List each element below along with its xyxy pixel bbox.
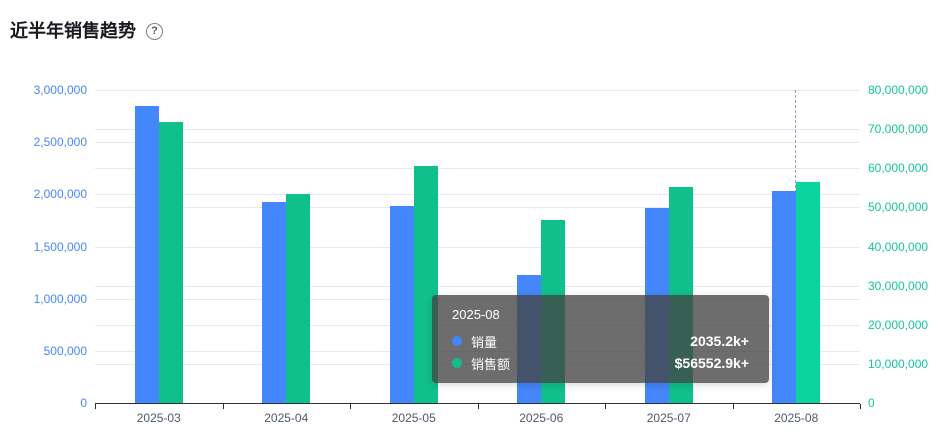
y-axis-label-right: 80,000,000: [868, 83, 929, 97]
x-axis-tick: [605, 404, 606, 409]
x-axis-label-2025-03: 2025-03: [136, 411, 181, 425]
x-axis-tick: [477, 404, 479, 409]
gridline-right: [95, 246, 860, 248]
tooltip-label-amount: 销售额: [471, 356, 511, 372]
y-axis-label-left: 0: [80, 396, 87, 410]
help-icon[interactable]: ?: [146, 22, 163, 40]
bar-volume-2025-04[interactable]: [262, 202, 287, 403]
x-axis-tick: [860, 404, 861, 409]
series-marker-amount-icon: [452, 358, 462, 368]
chart-tooltip: 2025-08 销量 2035.2k+ 销售额 $56552.9k+: [432, 295, 769, 383]
y-axis-label-left: 500,000: [43, 343, 87, 358]
y-axis-label-right: 10,000,000: [868, 356, 929, 371]
x-axis-label-2025-07: 2025-07: [646, 411, 691, 425]
gridline-right: [95, 285, 860, 287]
x-axis-label-2025-06: 2025-06: [519, 411, 564, 425]
tooltip-row-amount: 销售额 $56552.9k+: [452, 352, 749, 374]
gridline-left: [95, 142, 860, 144]
y-axis-label-left: 2,000,000: [33, 187, 87, 202]
x-axis-label-2025-05: 2025-05: [391, 411, 436, 425]
tooltip-value-amount: $56552.9k+: [674, 355, 749, 371]
x-axis-label-2025-08: 2025-08: [774, 411, 819, 425]
gridline-right: [95, 90, 860, 91]
y-axis-label-left: 1,500,000: [33, 239, 87, 254]
x-axis-label-2025-04: 2025-04: [264, 411, 309, 425]
bar-amount-2025-08[interactable]: [796, 182, 821, 403]
widget-header: 近半年销售趋势 ?: [0, 0, 938, 48]
bar-amount-2025-04[interactable]: [286, 194, 311, 403]
y-axis-label-right: 40,000,000: [868, 239, 929, 254]
y-axis-label-right: 0: [868, 396, 875, 410]
bar-volume-2025-08[interactable]: [772, 191, 797, 403]
tooltip-title: 2025-08: [452, 307, 500, 322]
bar-amount-2025-03[interactable]: [158, 122, 183, 403]
x-axis-tick: [95, 404, 96, 409]
y-axis-label-left: 3,000,000: [33, 83, 87, 97]
y-axis-label-right: 20,000,000: [868, 317, 929, 332]
gridline-right: [95, 129, 860, 131]
y-axis-label-right: 30,000,000: [868, 278, 929, 293]
y-axis-label-right: 50,000,000: [868, 200, 929, 215]
series-marker-volume-icon: [452, 336, 462, 346]
gridline-left: [95, 194, 860, 196]
y-axis-label-left: 1,000,000: [33, 291, 87, 306]
y-axis-label-left: 2,500,000: [33, 135, 87, 150]
bar-volume-2025-05[interactable]: [389, 206, 414, 403]
y-axis-label-right: 60,000,000: [868, 161, 929, 176]
x-axis-tick: [732, 404, 734, 409]
bar-volume-2025-03[interactable]: [134, 106, 159, 403]
tooltip-label-volume: 销量: [471, 334, 498, 350]
page-title: 近半年销售趋势: [10, 21, 136, 41]
y-axis-label-right: 70,000,000: [868, 122, 929, 137]
x-axis-line: [95, 403, 860, 404]
tooltip-value-volume: 2035.2k+: [690, 333, 749, 349]
x-axis-tick: [350, 404, 351, 409]
x-axis-tick: [222, 404, 224, 409]
tooltip-row-volume: 销量 2035.2k+: [452, 330, 749, 352]
gridline-right: [95, 207, 860, 209]
gridline-right: [95, 168, 860, 170]
